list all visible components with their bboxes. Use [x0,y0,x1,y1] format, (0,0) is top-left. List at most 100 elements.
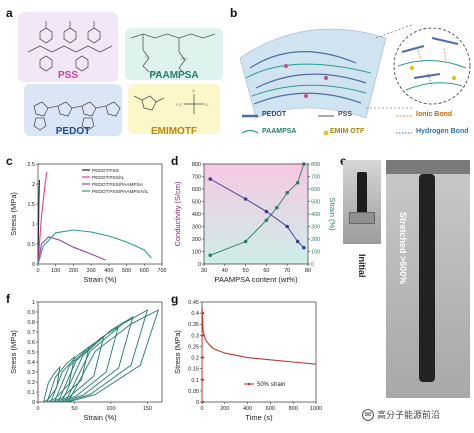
emimotf-structure-icon: F₃C O O⁻ [133,88,210,114]
y-tick-label: 300 [192,225,201,231]
stretched-caption: Stretched >600% [398,212,408,285]
x-tick-label: 40 [222,268,228,274]
chart-g: 0 200 400 600 800 1000 0 0.05 0.1 0.15 0.2 0.25 0.3 0… [173,300,322,422]
plot-frame [203,163,309,265]
y-axis-label: Stress (MPa) [173,330,182,374]
y-tick-label: 0 [198,262,201,268]
legend-label-2: PEDOT:PSS/IL [92,175,125,181]
legend-paampsa: PAAMPSA [262,128,297,135]
series-line-1 [201,306,317,365]
legend-label-1: PEDOT:PSS [92,168,119,174]
y-tick-label: 0.4 [191,311,199,317]
legend-ionic-bond: Ionic Bond [416,111,453,118]
cycle-loop-7 [64,309,149,403]
y-tick-label: 0.1 [27,390,35,396]
y-tick-label: 0.5 [27,242,35,248]
y-tick-label: 0 [196,400,199,406]
y-tick-label: 800 [192,162,201,168]
svg-text:O: O [145,54,148,59]
x-tick-label: 1000 [310,406,322,412]
x-tick-label: 80 [305,268,311,274]
y-axis-label: Stress (MPa) [9,330,18,374]
data-point [264,218,269,223]
y-tick-label: 1 [32,222,35,228]
svg-text:O⁻: O⁻ [205,102,210,107]
chart-f: 0 50 100 150 0 0.1 0.2 0.3 0.4 0.5 0.6 0.7 0.8 0.9 1 St… [9,300,163,422]
y-tick-label: 0 [32,400,35,406]
y2-tick-label: 500 [311,200,320,206]
y-tick-label: 1 [32,300,35,306]
x-tick-label: 30 [201,268,207,274]
data-point [302,162,306,166]
legend-label-1: 50% strain [257,382,285,388]
initial-sample-film [357,172,367,220]
pedot-structure-box [24,84,122,136]
y-tick-label: 200 [192,237,201,243]
watermark-text: 高分子能源前沿 [377,410,441,420]
x-tick-label: 0 [36,406,39,412]
x-tick-label: 700 [157,268,166,274]
y2-tick-label: 600 [311,187,320,193]
data-point [243,239,248,244]
y-tick-label: 500 [192,200,201,206]
y-tick-label: 0.1 [191,378,199,384]
plot-frame [37,163,163,265]
y-tick-label: 700 [192,175,201,181]
pedot-label: PEDOT [55,126,91,137]
schematic-legend [241,114,412,136]
data-point [295,180,300,185]
y-tick-label: 0.15 [188,367,199,373]
legend-hydrogen-bond: Hydrogen Bond [416,128,469,135]
x-tick-label: 400 [243,406,252,412]
y2-axis-label: Strain (%) [328,197,337,231]
y-tick-label: 400 [192,212,201,218]
legend-label-3: PEDOT:PSS/PAAMPSA [92,182,144,188]
y2-tick-label: 100 [311,250,320,256]
x-tick-label: 200 [69,268,78,274]
data-point [201,334,205,337]
y2-tick-label: 400 [311,212,320,218]
data-point [201,356,205,359]
stretched-top-clamp [386,160,470,174]
legend-label-4: PEDOT:PSS/PAAMPSA/IL [92,189,149,195]
pss-structure-icon [27,21,113,72]
data-point [201,378,205,381]
data-point [243,197,248,201]
x-tick-label: 600 [140,268,149,274]
cycle-loop-2 [46,355,76,403]
panel-label-c: c [6,154,13,168]
y-tick-label: 0.9 [27,310,35,316]
emimotf-structure-box: F₃C O O⁻ [128,84,220,134]
y-tick-label: 2.5 [27,162,35,168]
y-tick-label: 0.6 [27,340,35,346]
x-tick-label: 600 [266,406,275,412]
svg-text:NH: NH [181,56,187,61]
x-axis-label: Time (s) [245,413,273,422]
paampsa-structure-icon: O NH SO₃H [130,33,216,75]
y2-tick-label: 800 [311,162,320,168]
x-axis-label: Strain (%) [83,275,117,284]
x-tick-label: 50 [243,268,249,274]
initial-caption: Initial [357,254,367,278]
legend-marker-1 [247,382,251,386]
x-tick-label: 800 [289,406,298,412]
x-tick-label: 0 [200,406,203,412]
y2-tick-label: 200 [311,237,320,243]
y-tick-label: 0.5 [27,350,35,356]
y-axis-label: Conductivity (S/cm) [173,181,182,247]
cycle-loop-5 [57,326,119,403]
pss-structure-box [18,12,118,82]
y-tick-label: 600 [192,187,201,193]
stretched-sample-film [419,174,435,382]
pss-label: PSS [57,70,78,81]
y-tick-label: 0.2 [191,356,199,362]
cycle-loop-6 [61,316,134,403]
panel-label-f: f [6,292,10,306]
panel-label-b: b [230,6,238,20]
data-point [302,245,306,250]
paampsa-structure-box: O NH SO₃H [125,28,223,80]
panel-label-d: d [171,154,179,168]
data-point [208,253,213,258]
x-tick-label: 150 [143,406,152,412]
paampsa-label: PAAMPSA [149,70,199,81]
